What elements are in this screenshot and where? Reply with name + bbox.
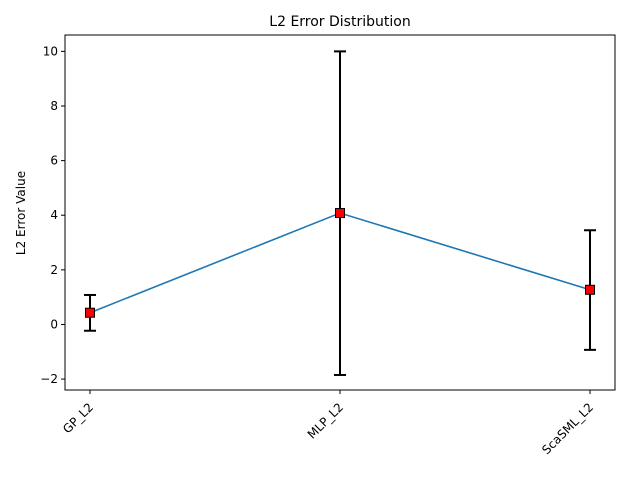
chart-title: L2 Error Distribution [269,14,410,30]
x-tick-label: GP_L2 [60,400,96,436]
y-axis-ticks: −2 0 2 4 6 8 10 [40,44,65,386]
data-point-GP_L2 [85,307,95,318]
y-tick-label: 4 [50,208,58,222]
x-tick-label: MLP_L2 [305,400,346,441]
y-tick-label: 0 [50,317,58,331]
y-axis-label: L2 Error Value [14,171,28,255]
x-tick-label: ScaSML_L2 [539,400,596,457]
y-tick-label: 6 [50,154,58,168]
y-tick-label: 2 [50,263,58,277]
y-tick-label: 10 [43,44,58,58]
x-axis-ticks: GP_L2 MLP_L2 ScaSML_L2 [60,390,596,457]
y-tick-label: −2 [40,372,58,386]
marker-group [85,208,595,318]
data-point-ScaSML_L2 [585,284,595,295]
data-point-MLP_L2 [335,208,345,219]
y-tick-label: 8 [50,99,58,113]
